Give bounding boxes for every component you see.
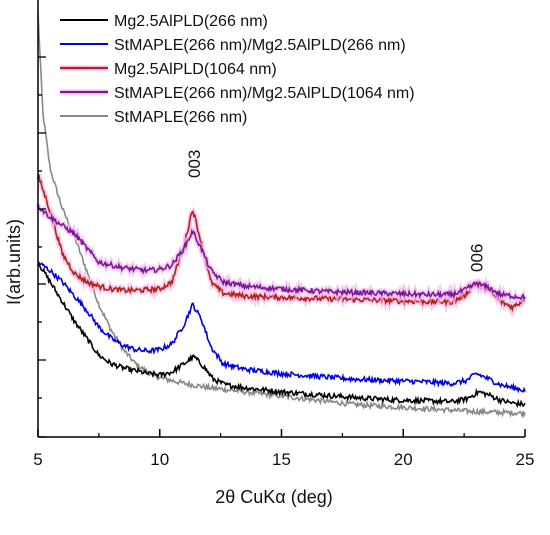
peak-annotations: 003 006 [185, 150, 486, 272]
peak-label-003: 003 [185, 150, 204, 178]
legend-label: StMAPLE(266 nm)/Mg2.5AlPLD(1064 nm) [114, 85, 415, 102]
x-tick-label: 5 [33, 450, 42, 469]
legend-label: StMAPLE(266 nm)/Mg2.5AlPLD(266 nm) [114, 37, 406, 54]
x-ticks: 5 10 15 20 25 [33, 429, 534, 469]
y-axis-title: I(arb.units) [4, 219, 24, 305]
series-line-2 [37, 173, 526, 313]
peak-label-006: 006 [467, 244, 486, 272]
series-line-1 [37, 261, 526, 394]
legend-label: Mg2.5AlPLD(266 nm) [114, 13, 268, 30]
series-line-0 [37, 263, 526, 409]
legend-label: StMAPLE(266 nm) [114, 109, 247, 126]
series-line-3 [37, 203, 526, 302]
x-tick-label: 20 [394, 450, 413, 469]
y-ticks [38, 56, 46, 438]
legend-label: Mg2.5AlPLD(1064 nm) [114, 61, 277, 78]
x-tick-label: 15 [272, 450, 291, 469]
legend: Mg2.5AlPLD(266 nm) StMAPLE(266 nm)/Mg2.5A… [60, 13, 415, 126]
x-tick-label: 25 [516, 450, 535, 469]
x-axis-title: 2θ CuKα (deg) [215, 487, 332, 507]
x-tick-label: 10 [150, 450, 169, 469]
plot-area [35, 13, 528, 419]
